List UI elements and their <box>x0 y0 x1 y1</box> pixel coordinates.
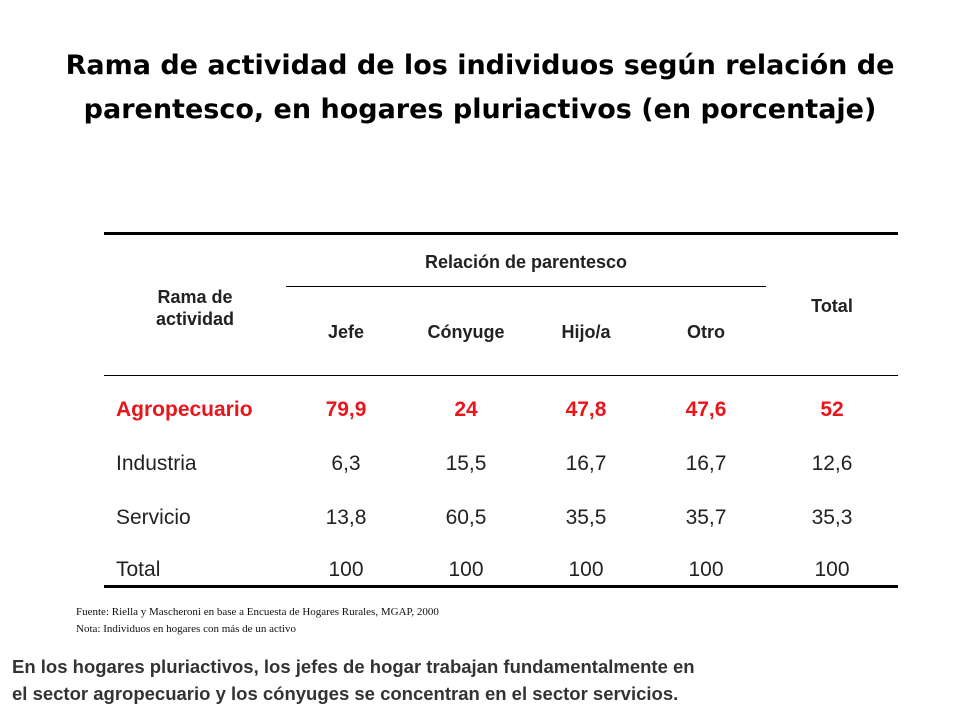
table-cell: 15,5 <box>445 452 487 475</box>
summary-text: En los hogares pluriactivos, los jefes d… <box>12 653 952 707</box>
table-cell: 52 <box>820 398 844 421</box>
table-row-label: Agropecuario <box>116 398 253 421</box>
title-line-1: Rama de actividad de los individuos segú… <box>65 50 895 81</box>
table-cell: 35,7 <box>685 506 727 529</box>
table-cell: 60,5 <box>445 506 487 529</box>
table-cell: 100 <box>814 558 850 581</box>
row-header-line-1: Rama de <box>157 287 233 307</box>
table-cell: 47,8 <box>565 398 607 421</box>
title-line-2: parentesco, en hogares pluriactivos (en … <box>83 94 877 125</box>
table-cell: 35,5 <box>565 506 607 529</box>
summary-line-2: el sector agropecuario y los cónyuges se… <box>12 683 679 704</box>
table-cell: 100 <box>448 558 484 581</box>
table-cell: 6,3 <box>331 452 361 475</box>
source-note: Fuente: Riella y Mascheroni en base a En… <box>76 606 439 618</box>
table-cell: 100 <box>568 558 604 581</box>
page-title: Rama de actividad de los individuos segú… <box>40 44 920 132</box>
nota: Nota: Individuos en hogares con más de u… <box>76 623 296 635</box>
group-header: Relación de parentesco <box>424 252 628 272</box>
data-table: Rama de actividad Relación de parentesco… <box>104 232 898 588</box>
table-row-label: Industria <box>116 452 197 475</box>
table-bottom-rule <box>104 585 898 588</box>
header-bottom-rule <box>104 375 898 376</box>
col-header-hijo: Hijo/a <box>561 322 611 342</box>
table-cell: 12,6 <box>811 452 853 475</box>
table-row-label: Total <box>116 558 161 581</box>
table-top-rule <box>104 232 898 235</box>
table-cell: 100 <box>688 558 724 581</box>
col-header-jefe: Jefe <box>327 322 365 342</box>
table-cell: 79,9 <box>325 398 367 421</box>
col-header-total: Total <box>811 296 853 316</box>
summary-line-1: En los hogares pluriactivos, los jefes d… <box>12 656 695 677</box>
table-cell: 16,7 <box>685 452 727 475</box>
col-header-otro: Otro <box>687 322 725 342</box>
group-header-rule <box>286 286 766 287</box>
table-cell: 24 <box>454 398 478 421</box>
table-notes: Fuente: Riella y Mascheroni en base a En… <box>76 604 439 638</box>
table-cell: 13,8 <box>325 506 367 529</box>
row-header: Rama de actividad <box>104 286 286 330</box>
table-cell: 16,7 <box>565 452 607 475</box>
table-row-label: Servicio <box>116 506 191 529</box>
col-header-conyuge: Cónyuge <box>427 322 505 342</box>
table-cell: 47,6 <box>685 398 727 421</box>
table-cell: 100 <box>328 558 364 581</box>
table-cell: 35,3 <box>811 506 853 529</box>
row-header-line-2: actividad <box>155 309 235 329</box>
